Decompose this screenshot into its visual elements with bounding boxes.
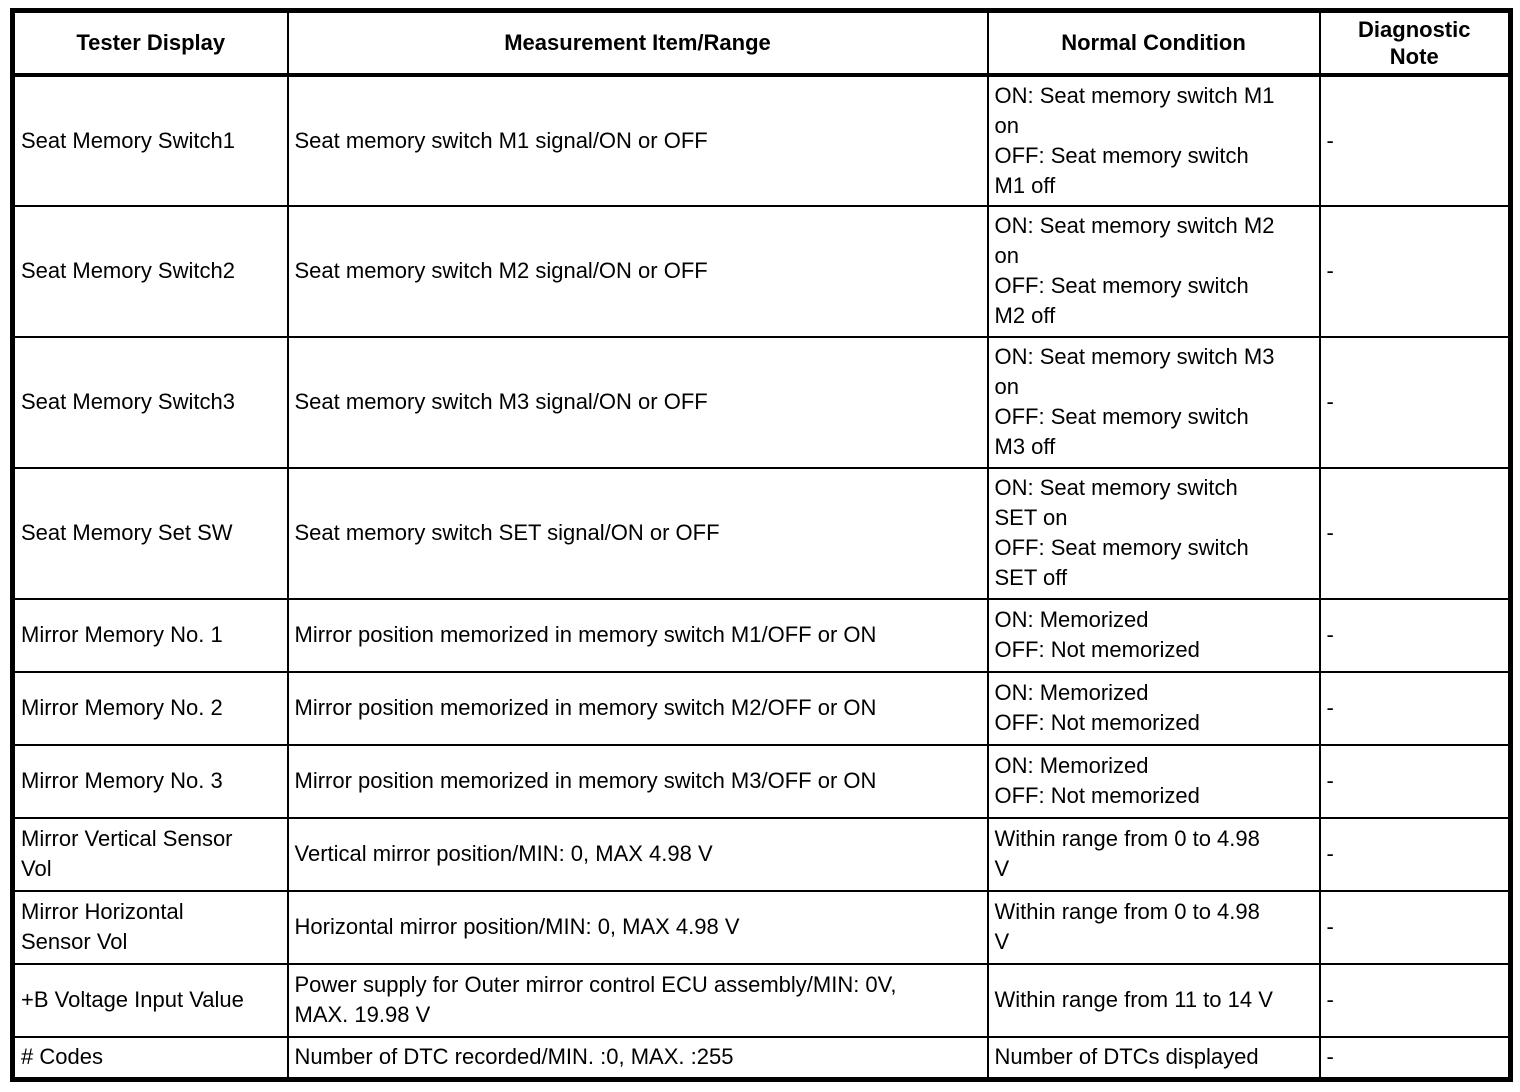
cell-normal-condition: Within range from 0 to 4.98 V (986, 816, 1321, 892)
cell-normal-condition: ON: Seat memory switch SET on OFF: Seat … (986, 466, 1321, 600)
cell-measurement: Power supply for Outer mirror control EC… (286, 962, 989, 1038)
cell-tester-display: +B Voltage Input Value (11, 962, 289, 1038)
cell-tester-display: Mirror Horizontal Sensor Vol (11, 889, 289, 965)
cell-diagnostic-note: - (1318, 73, 1512, 207)
cell-normal-condition: Number of DTCs displayed (986, 1035, 1321, 1081)
cell-diagnostic-note: - (1318, 743, 1512, 819)
col-header-diagnostic-note: Diagnostic Note (1318, 9, 1512, 77)
cell-diagnostic-note: - (1318, 670, 1512, 746)
col-header-normal-condition: Normal Condition (986, 9, 1321, 77)
cell-tester-display: Seat Memory Switch3 (11, 335, 289, 469)
cell-measurement: Mirror position memorized in memory swit… (286, 670, 989, 746)
cell-diagnostic-note: - (1318, 1035, 1512, 1081)
cell-measurement: Mirror position memorized in memory swit… (286, 597, 989, 673)
cell-diagnostic-note: - (1318, 597, 1512, 673)
table-row-mirror-memory-no1: Mirror Memory No. 1 Mirror position memo… (11, 597, 1512, 673)
table-row-seat-memory-switch3: Seat Memory Switch3 Seat memory switch M… (11, 335, 1512, 469)
cell-measurement: Seat memory switch M2 signal/ON or OFF (286, 204, 989, 338)
table-header-row: Tester Display Measurement Item/Range No… (11, 9, 1512, 77)
data-list-table: Tester Display Measurement Item/Range No… (10, 8, 1513, 1082)
cell-tester-display: Mirror Memory No. 3 (11, 743, 289, 819)
cell-normal-condition: ON: Seat memory switch M2 on OFF: Seat m… (986, 204, 1321, 338)
cell-measurement: Vertical mirror position/MIN: 0, MAX 4.9… (286, 816, 989, 892)
col-header-measurement-item-range: Measurement Item/Range (286, 9, 989, 77)
cell-diagnostic-note: - (1318, 816, 1512, 892)
cell-normal-condition: ON: Seat memory switch M3 on OFF: Seat m… (986, 335, 1321, 469)
cell-normal-condition: ON: Seat memory switch M1 on OFF: Seat m… (986, 73, 1321, 207)
table-row-mirror-horizontal-sensor-vol: Mirror Horizontal Sensor Vol Horizontal … (11, 889, 1512, 965)
cell-tester-display: Seat Memory Switch2 (11, 204, 289, 338)
cell-normal-condition: Within range from 0 to 4.98 V (986, 889, 1321, 965)
cell-diagnostic-note: - (1318, 335, 1512, 469)
cell-tester-display: Mirror Memory No. 2 (11, 670, 289, 746)
cell-normal-condition: ON: Memorized OFF: Not memorized (986, 670, 1321, 746)
table-row-seat-memory-switch2: Seat Memory Switch2 Seat memory switch M… (11, 204, 1512, 338)
cell-normal-condition: Within range from 11 to 14 V (986, 962, 1321, 1038)
cell-measurement: Number of DTC recorded/MIN. :0, MAX. :25… (286, 1035, 989, 1081)
table-row-mirror-memory-no2: Mirror Memory No. 2 Mirror position memo… (11, 670, 1512, 746)
cell-normal-condition: ON: Memorized OFF: Not memorized (986, 597, 1321, 673)
cell-tester-display: Mirror Memory No. 1 (11, 597, 289, 673)
cell-diagnostic-note: - (1318, 962, 1512, 1038)
cell-diagnostic-note: - (1318, 889, 1512, 965)
cell-tester-display: Seat Memory Switch1 (11, 73, 289, 207)
table-row-b-voltage-input-value: +B Voltage Input Value Power supply for … (11, 962, 1512, 1038)
cell-tester-display: Mirror Vertical Sensor Vol (11, 816, 289, 892)
cell-measurement: Horizontal mirror position/MIN: 0, MAX 4… (286, 889, 989, 965)
cell-tester-display: Seat Memory Set SW (11, 466, 289, 600)
col-header-tester-display: Tester Display (11, 9, 289, 77)
table-row-mirror-vertical-sensor-vol: Mirror Vertical Sensor Vol Vertical mirr… (11, 816, 1512, 892)
table-row-mirror-memory-no3: Mirror Memory No. 3 Mirror position memo… (11, 743, 1512, 819)
table-row-codes: # Codes Number of DTC recorded/MIN. :0, … (11, 1035, 1512, 1081)
cell-measurement: Seat memory switch M3 signal/ON or OFF (286, 335, 989, 469)
cell-normal-condition: ON: Memorized OFF: Not memorized (986, 743, 1321, 819)
cell-diagnostic-note: - (1318, 466, 1512, 600)
cell-measurement: Mirror position memorized in memory swit… (286, 743, 989, 819)
cell-measurement: Seat memory switch SET signal/ON or OFF (286, 466, 989, 600)
cell-diagnostic-note: - (1318, 204, 1512, 338)
cell-tester-display: # Codes (11, 1035, 289, 1081)
table-row-seat-memory-switch1: Seat Memory Switch1 Seat memory switch M… (11, 73, 1512, 207)
cell-measurement: Seat memory switch M1 signal/ON or OFF (286, 73, 989, 207)
table-row-seat-memory-set-sw: Seat Memory Set SW Seat memory switch SE… (11, 466, 1512, 600)
